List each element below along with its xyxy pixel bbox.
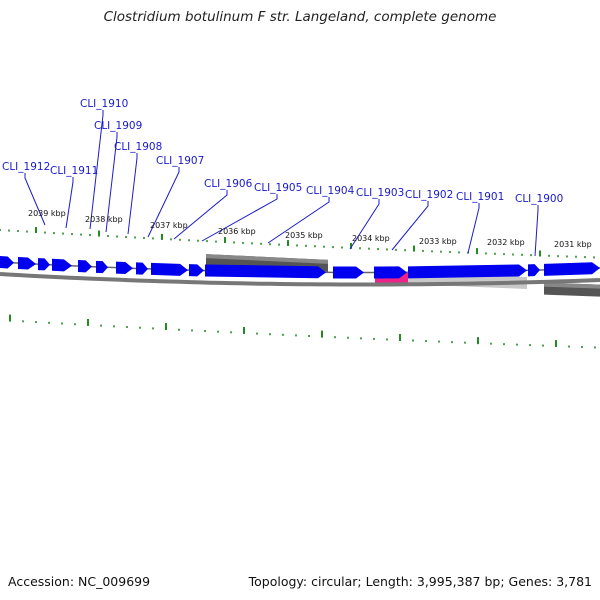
gene-arrow	[151, 262, 188, 276]
label-leader	[349, 199, 380, 250]
gene-label: CLI_1901	[456, 191, 504, 203]
gene-arrow	[408, 264, 527, 279]
gene-label: CLI_1911	[50, 165, 98, 177]
gene-label: CLI_1910	[80, 98, 128, 110]
gene-track	[0, 256, 600, 279]
gene-label: CLI_1903	[356, 187, 404, 199]
label-leader	[173, 190, 228, 240]
label-leader	[65, 177, 74, 229]
upper-tick-track	[0, 227, 595, 259]
gene-arrow	[189, 264, 204, 277]
genome-title: Clostridium botulinum F str. Langeland, …	[103, 9, 497, 25]
kbp-label: 2034 kbp	[352, 234, 390, 243]
accession-text: Accession: NC_009699	[8, 574, 151, 589]
gene-arrow	[136, 262, 148, 275]
grey-feature-highlight	[206, 254, 328, 264]
kbp-label: 2035 kbp	[285, 231, 323, 240]
gene-arrow	[333, 266, 364, 279]
gene-label: CLI_1904	[306, 185, 355, 197]
gene-label: CLI_1905	[254, 182, 302, 194]
label-leader	[24, 173, 46, 226]
gene-label: CLI_1909	[94, 120, 142, 132]
label-leader	[127, 153, 138, 235]
gene-arrow	[38, 258, 50, 271]
gene-arrow	[374, 266, 407, 279]
label-leader	[534, 205, 539, 257]
gene-arrow	[116, 261, 133, 275]
kbp-label: 2033 kbp	[419, 237, 457, 246]
backbone-outer	[0, 272, 600, 287]
grey-feature-highlight	[544, 282, 600, 289]
gene-arrow	[96, 260, 108, 274]
gene-label: CLI_1902	[405, 189, 453, 201]
label-leader	[201, 194, 278, 242]
gene-label: CLI_1912	[2, 161, 50, 173]
gene-arrow	[544, 262, 600, 276]
label-leader	[467, 203, 480, 254]
kbp-label: 2031 kbp	[554, 240, 592, 249]
lower-tick-track	[9, 314, 596, 349]
gene-label: CLI_1908	[114, 141, 162, 153]
gene-label: CLI_1900	[515, 193, 563, 205]
label-leader	[89, 110, 104, 230]
gene-arrow	[78, 260, 92, 273]
label-leader-lines	[24, 110, 539, 257]
gene-arrow	[0, 256, 14, 269]
gene-label: CLI_1906	[204, 178, 253, 190]
kbp-label: 2032 kbp	[487, 238, 525, 247]
genome-summary-text: Topology: circular; Length: 3,995,387 bp…	[248, 574, 592, 589]
kbp-label: 2037 kbp	[150, 221, 188, 230]
label-leader	[147, 167, 180, 238]
kbp-label: 2039 kbp	[28, 209, 66, 218]
gene-arrow	[205, 264, 326, 279]
label-leader	[391, 201, 429, 251]
label-leader	[267, 197, 330, 244]
kbp-label-group: 2039 kbp 2038 kbp 2037 kbp 2036 kbp 2035 kbp…	[28, 209, 592, 249]
gene-label: CLI_1907	[156, 155, 204, 167]
kbp-label: 2036 kbp	[218, 227, 256, 236]
gene-arrow	[18, 257, 36, 270]
label-leader	[105, 132, 118, 233]
gene-label-group: CLI_1912 CLI_1911 CLI_1910 CLI_1909 CLI_1908…	[2, 98, 563, 205]
gene-arrow	[528, 264, 540, 277]
gene-arrow	[52, 258, 72, 272]
kbp-label: 2038 kbp	[85, 215, 123, 224]
